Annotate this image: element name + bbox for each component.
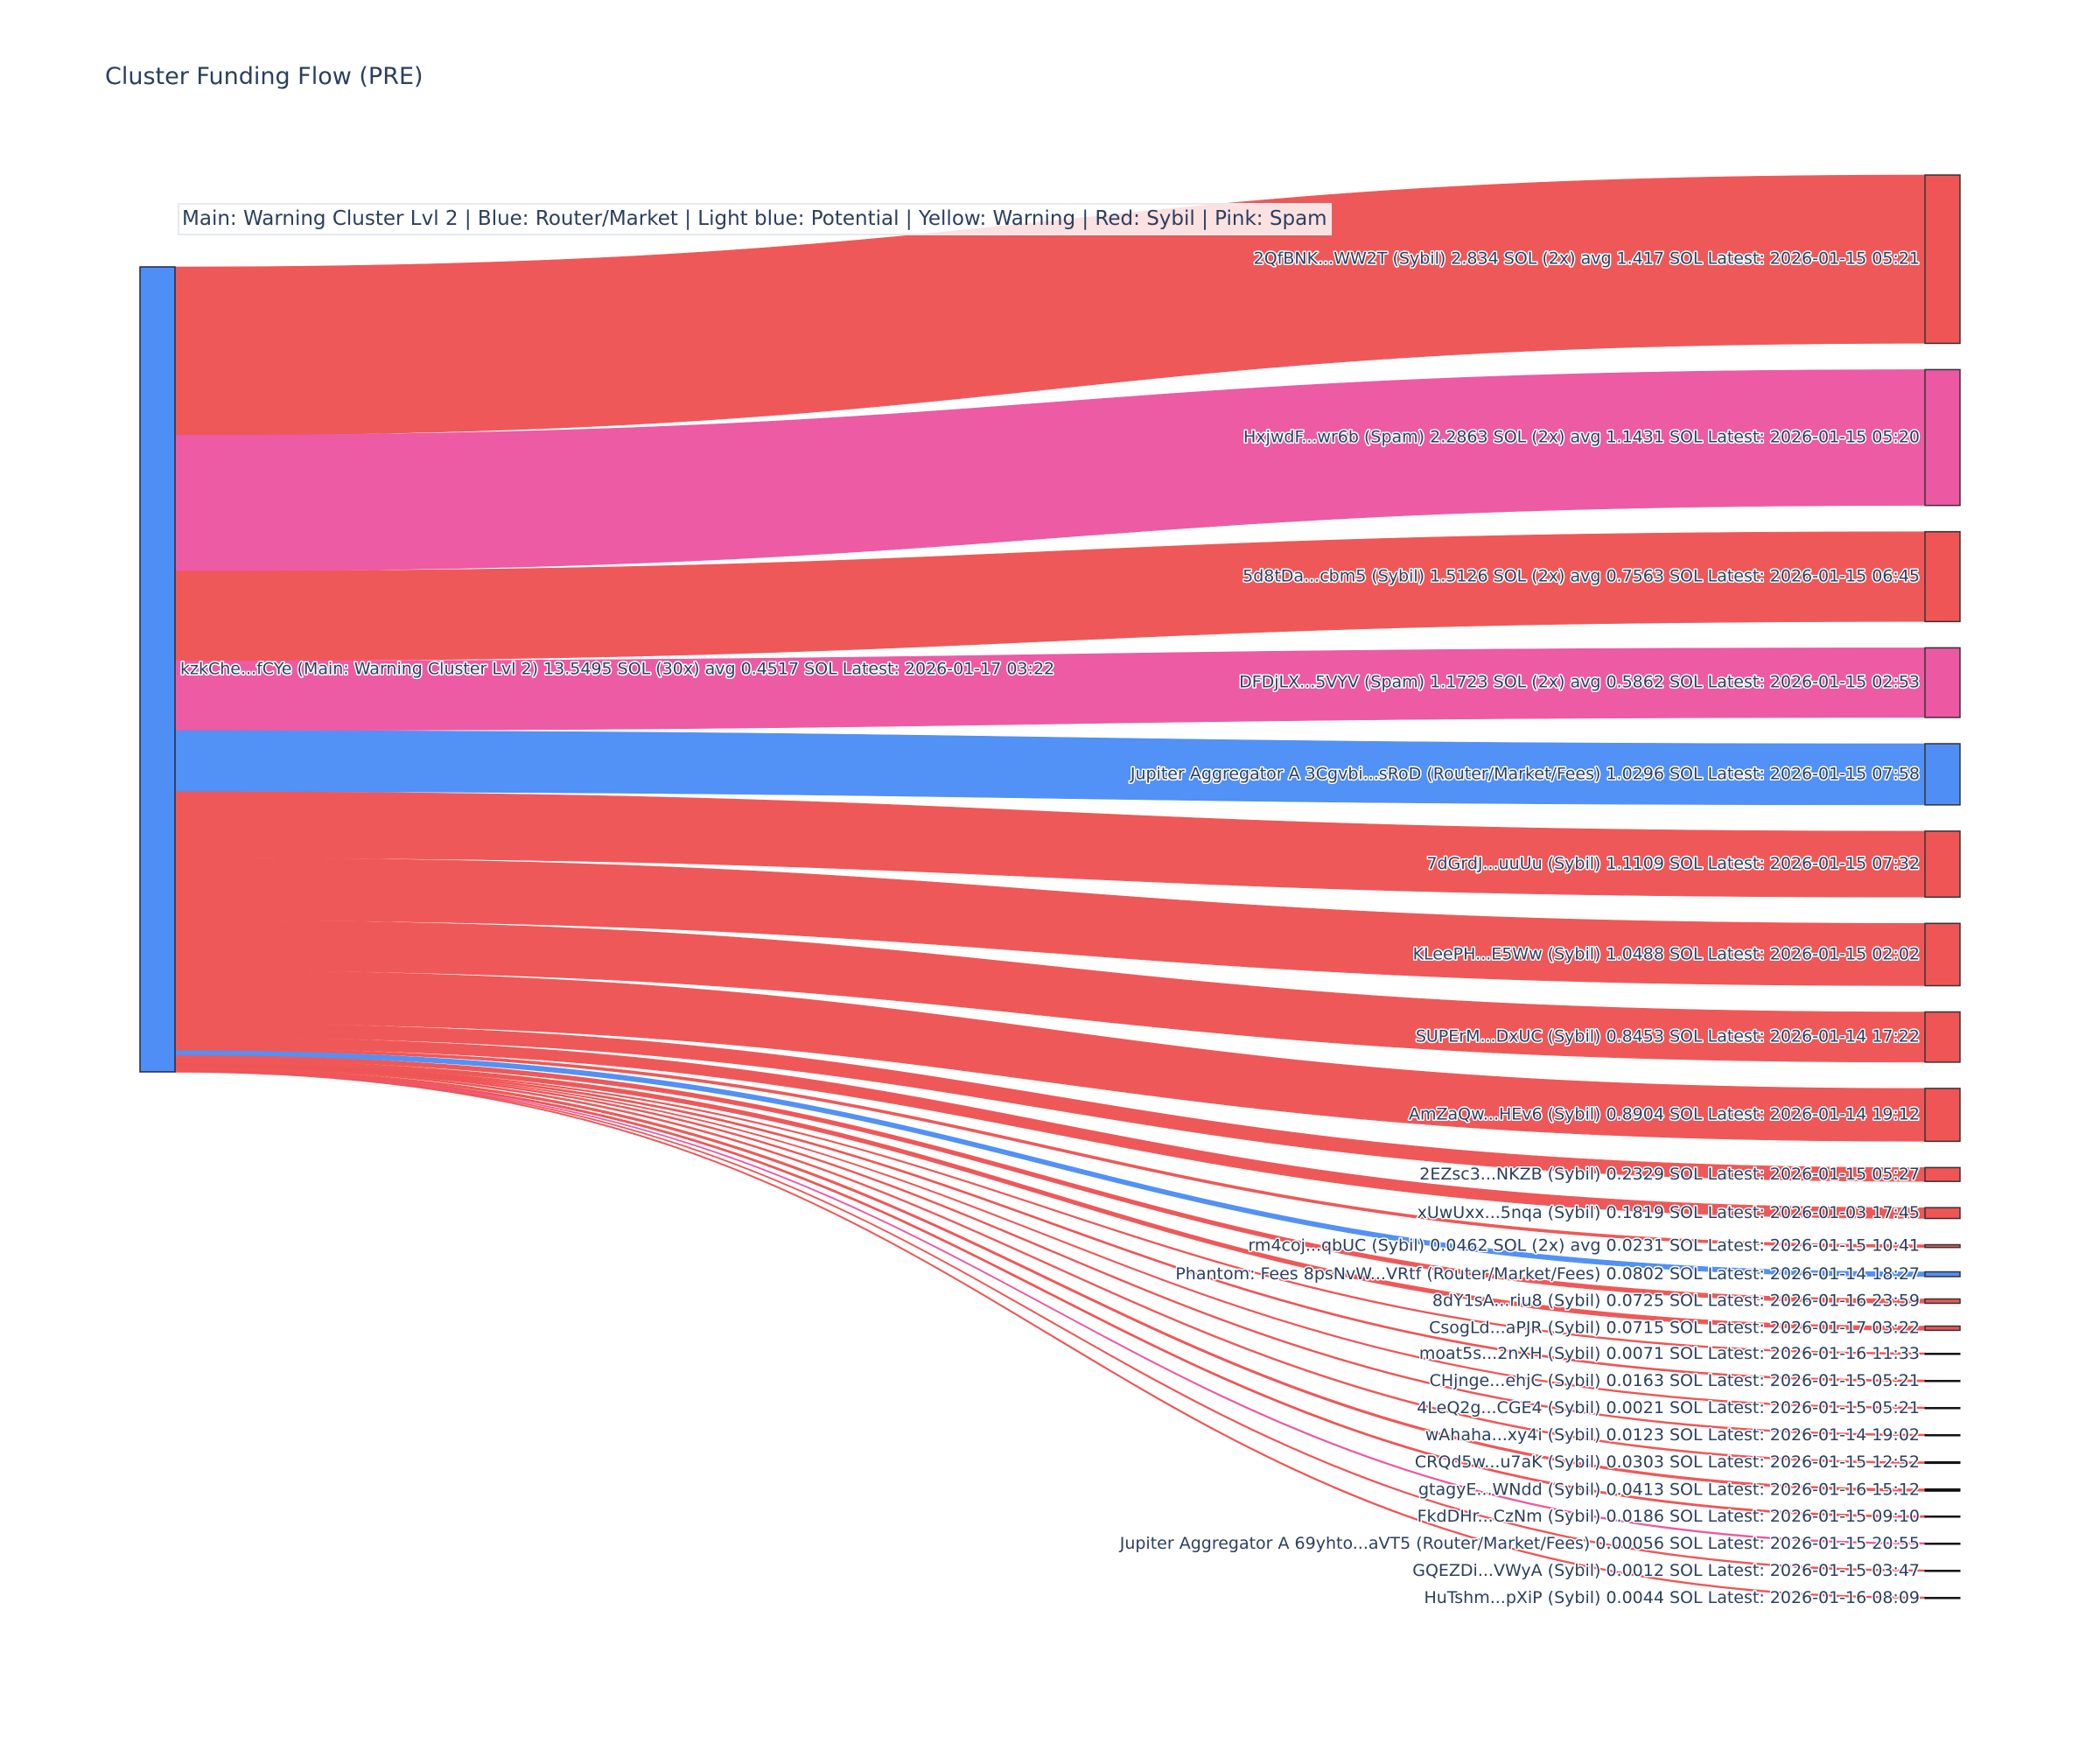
chart-title: Cluster Funding Flow (PRE) [105,63,424,90]
target-node-label: gtagyE...WNdd (Sybil) 0.0413 SOL Latest:… [1418,1480,1920,1499]
target-node-label: Jupiter Aggregator A 69yhto...aVT5 (Rout… [1119,1534,1920,1553]
target-node[interactable] [1924,1011,1961,1063]
source-node-label: kzkChe...fCYe (Main: Warning Cluster Lvl… [180,660,1054,679]
target-node-label: KLeePH...E5Ww (Sybil) 1.0488 SOL Latest:… [1413,944,1920,963]
target-node[interactable] [1924,922,1961,987]
target-node[interactable] [1924,1243,1961,1249]
target-node[interactable] [1924,1380,1961,1382]
target-node[interactable] [1924,647,1961,718]
target-node[interactable] [1924,1207,1961,1220]
target-node-label: HuTshm...pXiP (Sybil) 0.0044 SOL Latest:… [1424,1588,1920,1607]
target-node[interactable] [1924,1570,1961,1572]
target-node[interactable] [1924,1488,1961,1492]
target-node-label: Jupiter Aggregator A 3Cgvbi...sRoD (Rout… [1130,764,1920,783]
target-node[interactable] [1924,1353,1961,1355]
nodes-layer [139,174,1961,1600]
target-node[interactable] [1924,174,1961,345]
target-node-label: SUPErM...DxUC (Sybil) 0.8453 SOL Latest:… [1416,1027,1920,1046]
target-node-label: 4LeQ2g...CGE4 (Sybil) 0.0021 SOL Latest:… [1417,1398,1920,1418]
target-node-label: 7dGrdJ...uuUu (Sybil) 1.1109 SOL Latest:… [1426,854,1920,873]
target-node[interactable] [1924,1298,1961,1305]
target-node[interactable] [1924,1088,1961,1143]
labels-layer: kzkChe...fCYe (Main: Warning Cluster Lvl… [179,248,1922,1608]
target-node[interactable] [1924,1597,1961,1600]
target-node-label: GQEZDi...VWyA (Sybil) 0.0012 SOL Latest:… [1412,1561,1920,1580]
target-node-label: CsogLd...aPJR (Sybil) 0.0715 SOL Latest:… [1429,1318,1920,1337]
target-node-label: FkdDHr...CzNm (Sybil) 0.0186 SOL Latest:… [1418,1507,1920,1526]
target-node-label: AmZaQw...HEv6 (Sybil) 0.8904 SOL Latest:… [1409,1105,1920,1124]
target-node-label: HxjwdF...wr6b (Spam) 2.2863 SOL (2x) avg… [1243,428,1920,447]
target-node-label: Phantom: Fees 8psNvW...VRtf (Router/Mark… [1175,1264,1920,1284]
target-node-label: wAhaha...xy4i (Sybil) 0.0123 SOL Latest:… [1425,1425,1920,1445]
target-node[interactable] [1924,1516,1961,1518]
target-node[interactable] [1924,530,1961,623]
target-node[interactable] [1924,1407,1961,1410]
target-node-label: 5d8tDa...cbm5 (Sybil) 1.5126 SOL (2x) av… [1242,567,1920,586]
links-layer [174,174,1926,1600]
target-node-label: DFDjLX...5VYV (Spam) 1.1723 SOL (2x) avg… [1239,673,1920,692]
target-node-label: 8dY1sA...riu8 (Sybil) 0.0725 SOL Latest:… [1432,1291,1920,1310]
source-node[interactable] [139,266,176,1073]
target-node[interactable] [1924,1166,1961,1182]
target-node[interactable] [1924,1270,1961,1278]
target-node-label: 2EZsc3...NKZB (Sybil) 0.2329 SOL Latest:… [1419,1165,1920,1184]
legend-annotation: Main: Warning Cluster Lvl 2 | Blue: Rout… [178,203,1332,235]
target-node-label: CHjnge...ehjC (Sybil) 0.0163 SOL Latest:… [1430,1371,1920,1390]
target-node-label: moat5s...2nXH (Sybil) 0.0071 SOL Latest:… [1419,1344,1920,1363]
target-node[interactable] [1924,1461,1961,1465]
target-node[interactable] [1924,1434,1961,1437]
target-node-label: CRQd5w...u7aK (Sybil) 0.0303 SOL Latest:… [1415,1452,1920,1472]
target-node[interactable] [1924,1543,1961,1545]
flow-link[interactable] [174,1070,1926,1600]
target-node[interactable] [1924,830,1961,899]
target-node[interactable] [1924,1325,1961,1332]
target-node[interactable] [1924,743,1961,806]
target-node-label: rm4coj...qbUC (Sybil) 0.0462 SOL (2x) av… [1248,1236,1920,1256]
target-node-label: xUwUxx...5nqa (Sybil) 0.1819 SOL Latest:… [1418,1203,1920,1222]
target-node-label: 2QfBNK...WW2T (Sybil) 2.834 SOL (2x) avg… [1254,249,1920,269]
target-node[interactable] [1924,368,1961,507]
